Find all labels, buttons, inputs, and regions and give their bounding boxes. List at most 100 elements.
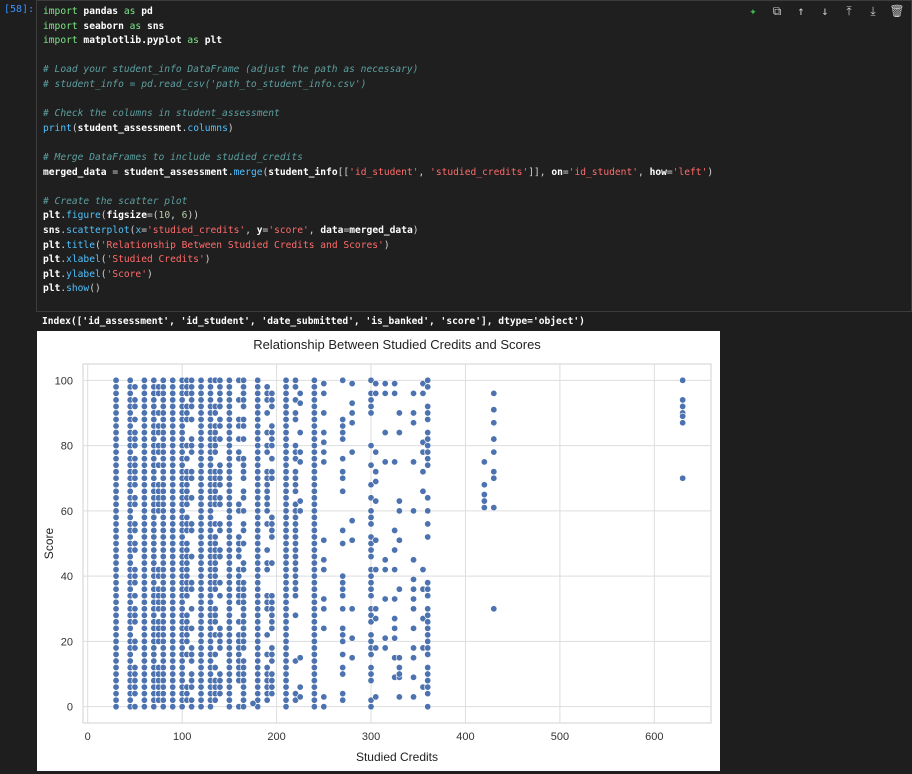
data-point <box>183 455 191 463</box>
code-token: student_assessment <box>77 122 182 134</box>
data-point <box>282 448 290 456</box>
code-cell[interactable]: import pandas as pd import seaborn as sns… <box>36 0 912 312</box>
data-point <box>169 383 177 391</box>
sparkle-icon[interactable]: ✦ <box>749 4 757 18</box>
data-point <box>169 487 177 495</box>
data-point <box>112 448 120 456</box>
data-point <box>310 546 318 554</box>
data-point <box>372 693 380 701</box>
data-point <box>211 409 219 417</box>
scatter-chart-svg: 0 100 200 300 400 500 600 0 20 40 60 80 100 Relations… <box>42 337 712 764</box>
data-point <box>263 507 271 515</box>
data-point <box>126 598 134 606</box>
data-point <box>159 468 167 476</box>
code-token: 'id_student' <box>568 166 639 178</box>
data-point <box>254 487 262 495</box>
data-point <box>282 520 290 528</box>
data-point <box>140 481 148 489</box>
code-editor[interactable]: import pandas as pd import seaborn as sns… <box>43 5 713 297</box>
data-point <box>310 566 318 574</box>
data-point <box>169 507 177 515</box>
data-point <box>310 664 318 672</box>
data-point <box>410 419 418 427</box>
data-point <box>240 540 248 548</box>
data-point <box>395 429 403 437</box>
data-point <box>211 429 219 437</box>
code-token: ) <box>204 254 211 266</box>
code-token: )) <box>187 210 200 222</box>
data-point <box>225 566 233 574</box>
code-token: 'Studied Credits' <box>106 254 205 266</box>
data-point <box>296 497 304 505</box>
data-point <box>178 605 186 613</box>
arrow-up-icon[interactable]: ↑ <box>797 4 805 18</box>
data-point <box>178 533 186 541</box>
data-point <box>254 598 262 606</box>
data-point <box>159 637 167 645</box>
data-point <box>240 657 248 665</box>
code-token: 'studied_credits' <box>430 166 529 178</box>
data-point <box>490 504 498 512</box>
code-line: merged_data = student_assessment.merge(s… <box>43 166 713 181</box>
data-point <box>112 677 120 685</box>
trash-icon[interactable]: 🗑 <box>889 4 905 18</box>
data-point <box>197 670 205 678</box>
code-line <box>43 180 713 195</box>
code-token: student_assessment <box>118 166 228 178</box>
data-point <box>112 566 120 574</box>
insert-above-icon[interactable]: ⤒ <box>846 3 852 18</box>
data-point <box>216 435 224 443</box>
code-token: plt <box>43 239 61 251</box>
data-point <box>282 592 290 600</box>
data-point <box>367 546 375 554</box>
data-point <box>140 703 148 711</box>
data-point <box>310 500 318 508</box>
copy-icon[interactable]: ⧉ <box>772 3 782 18</box>
data-point <box>310 494 318 502</box>
data-point <box>296 654 304 662</box>
data-point <box>211 664 219 672</box>
data-point <box>197 644 205 652</box>
data-point <box>391 595 399 603</box>
arrow-down-icon[interactable]: ↓ <box>821 4 829 18</box>
data-point <box>320 448 328 456</box>
data-point <box>282 618 290 626</box>
data-point <box>282 696 290 704</box>
cell-prompt: [58]: <box>4 4 35 15</box>
data-point <box>188 396 196 404</box>
data-point <box>240 396 248 404</box>
data-point <box>263 664 271 672</box>
code-token: plt <box>43 268 61 280</box>
code-token: pd <box>135 6 153 17</box>
data-point <box>211 696 219 704</box>
data-point <box>240 637 248 645</box>
data-point <box>225 396 233 404</box>
data-point <box>296 389 304 397</box>
data-point <box>183 592 191 600</box>
data-point <box>188 624 196 632</box>
data-point <box>188 468 196 476</box>
data-point <box>159 500 167 508</box>
data-point <box>282 526 290 534</box>
data-point <box>169 650 177 658</box>
data-point <box>310 396 318 404</box>
data-point <box>225 409 233 417</box>
data-point <box>225 598 233 606</box>
data-point <box>240 618 248 626</box>
data-point <box>424 592 432 600</box>
code-line: plt.ylabel('Score') <box>43 268 713 283</box>
insert-below-icon[interactable]: ⤓ <box>870 3 876 18</box>
data-point <box>126 376 134 384</box>
data-point <box>296 507 304 515</box>
code-token: . <box>60 254 67 266</box>
data-point <box>126 624 134 632</box>
data-point <box>216 481 224 489</box>
data-point <box>320 438 328 446</box>
data-point <box>197 585 205 593</box>
data-point <box>183 409 191 417</box>
data-point <box>240 468 248 476</box>
data-point <box>112 533 120 541</box>
data-point <box>240 487 248 495</box>
data-point <box>225 533 233 541</box>
data-point <box>112 513 120 521</box>
